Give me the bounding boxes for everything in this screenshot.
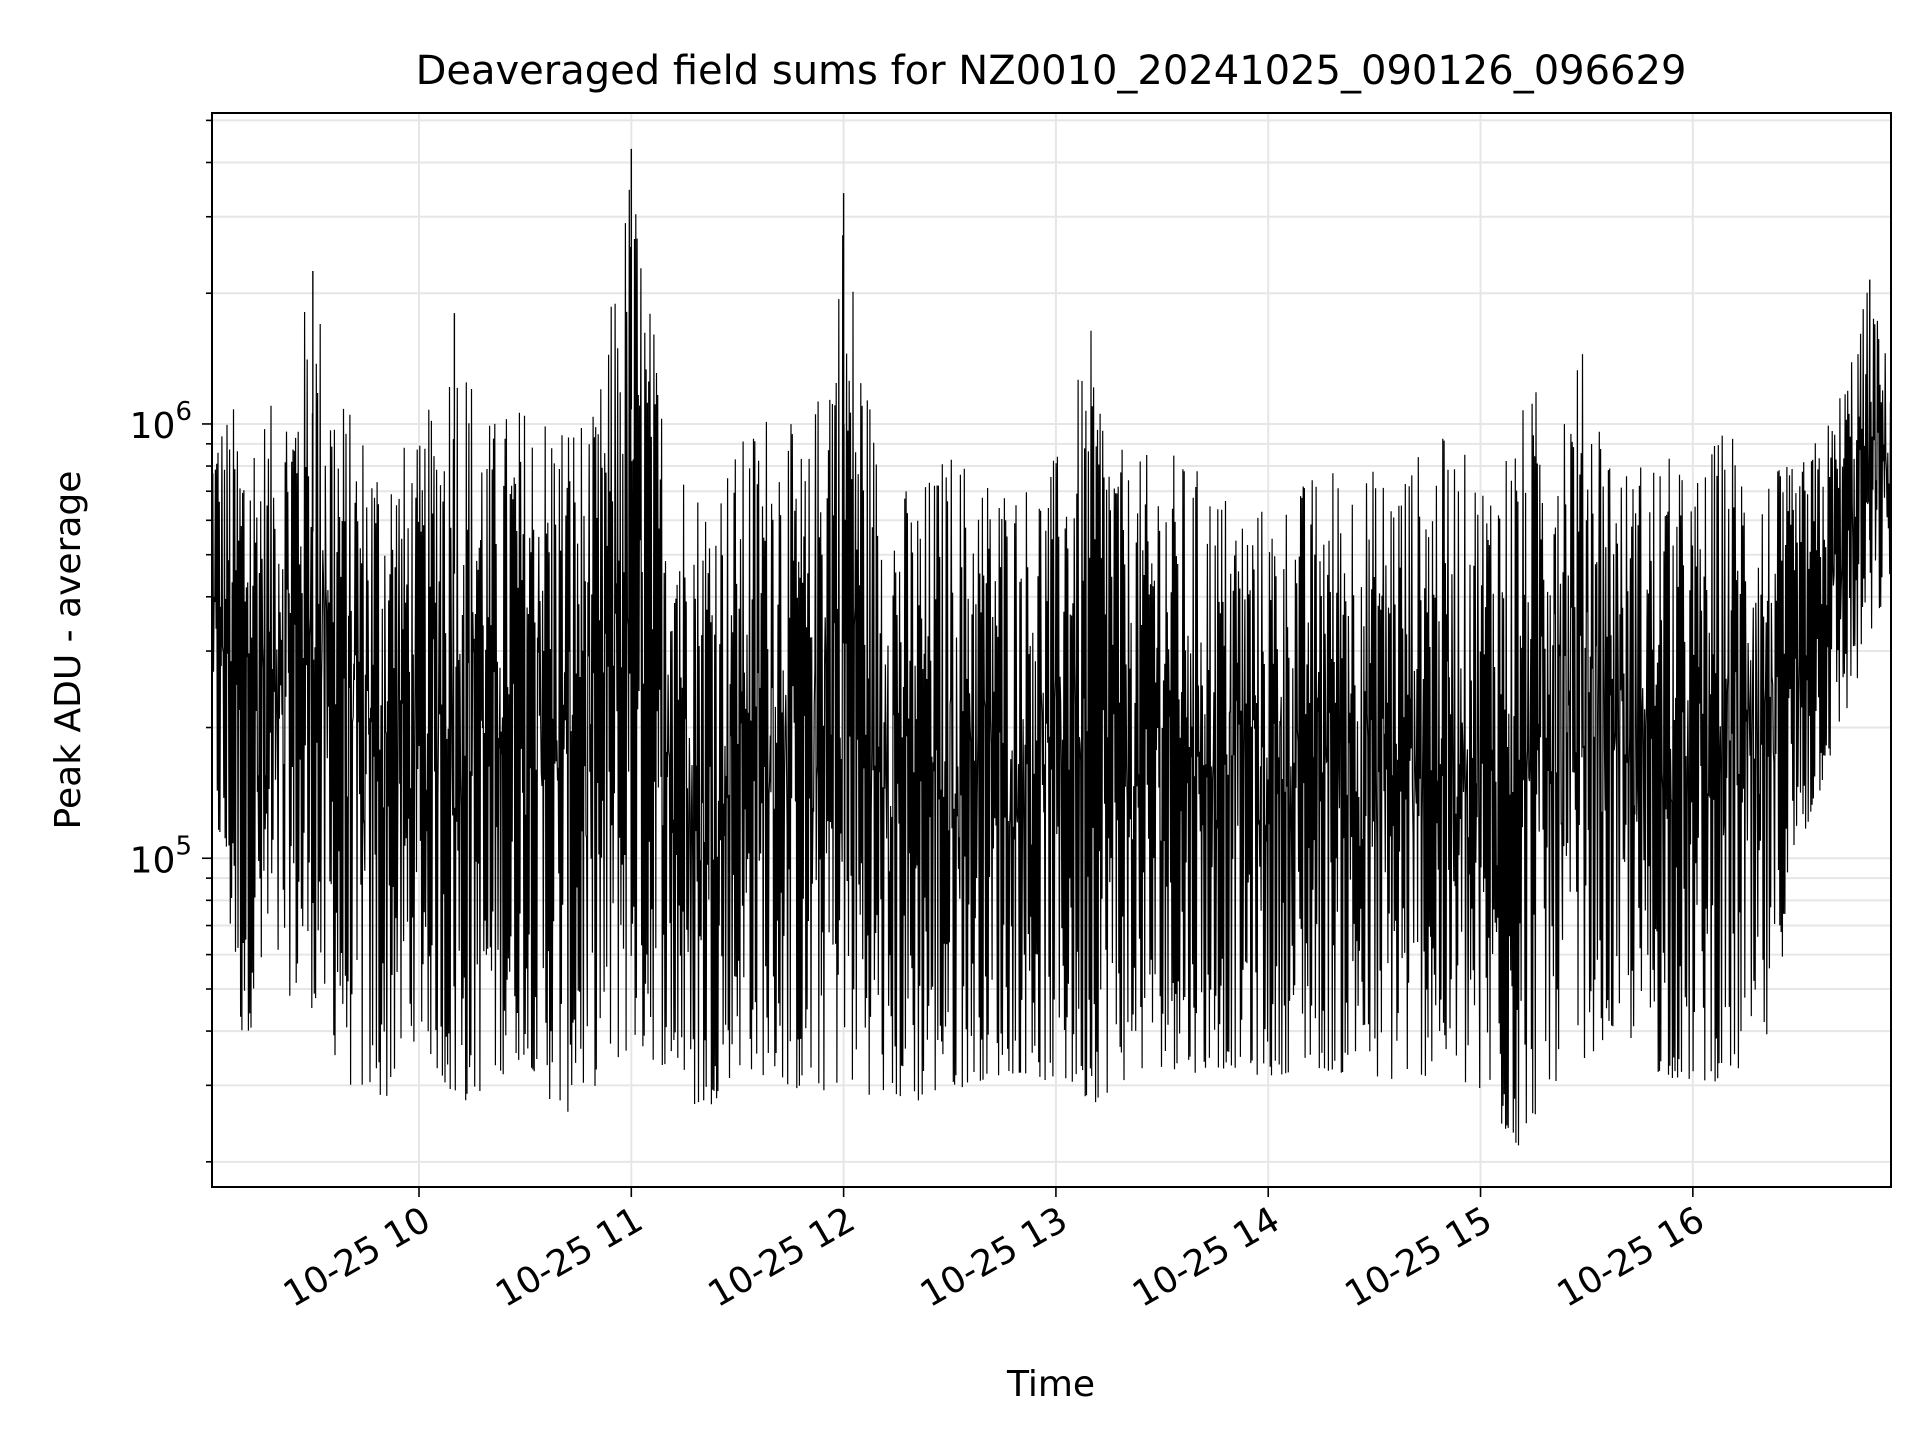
y-tick-label: 106 (130, 397, 192, 447)
chart-title: Deaveraged field sums for NZ0010_2024102… (416, 48, 1687, 94)
series-line (212, 189, 1891, 1146)
x-axis-label: Time (1006, 1364, 1095, 1405)
plot-frame (211, 112, 1892, 1188)
series-layer (212, 148, 1891, 1146)
y-tick-label: 105 (130, 831, 192, 881)
y-axis-label: Peak ADU - average (48, 471, 89, 830)
